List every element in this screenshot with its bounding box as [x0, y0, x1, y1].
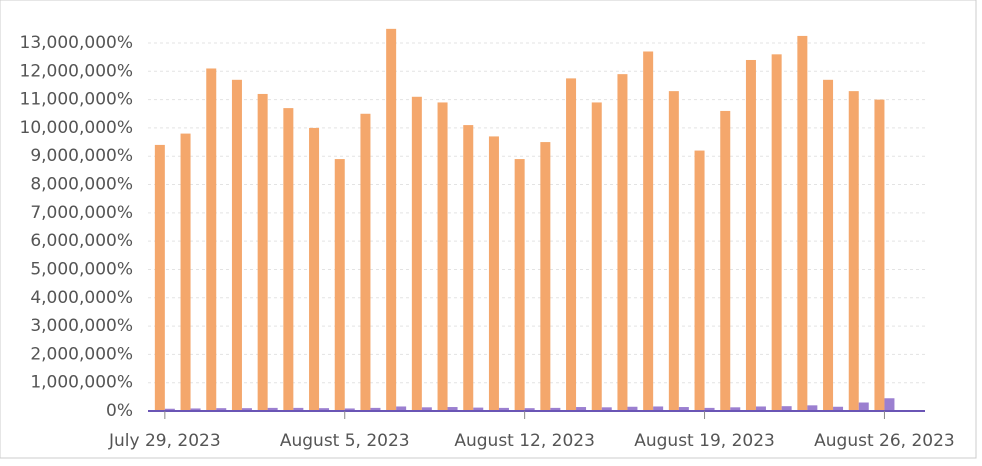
- y-tick-label: 3,000,000%: [30, 316, 133, 336]
- bar: [576, 407, 587, 411]
- bar: [591, 102, 602, 411]
- bar: [293, 407, 304, 411]
- bar: [601, 407, 612, 411]
- bar: [694, 150, 705, 412]
- bar: [704, 407, 715, 411]
- bar: [180, 133, 191, 412]
- bar: [473, 407, 484, 411]
- bar: [745, 59, 756, 411]
- bar: [668, 91, 679, 411]
- bar: [463, 125, 474, 411]
- bar: [807, 405, 818, 411]
- bar: [334, 159, 345, 411]
- bar: [848, 91, 859, 411]
- bar: [344, 408, 355, 411]
- bar: [319, 408, 330, 411]
- bar: [566, 78, 577, 411]
- y-tick-label: 2,000,000%: [30, 344, 133, 364]
- y-tick-label: 1,000,000%: [30, 373, 133, 393]
- x-tick-label: July 29, 2023: [108, 431, 221, 451]
- y-tick-label: 4,000,000%: [30, 288, 133, 308]
- bar: [498, 407, 509, 411]
- y-tick-label: 6,000,000%: [30, 231, 133, 251]
- bar: [190, 408, 201, 411]
- bar: [858, 402, 869, 411]
- bar: [755, 406, 766, 411]
- bar: [267, 407, 278, 411]
- bar: [488, 136, 499, 411]
- bar: [833, 406, 844, 411]
- bar: [874, 99, 885, 411]
- bar: [164, 408, 175, 411]
- x-tick-label: August 19, 2023: [634, 431, 775, 451]
- bar: [241, 408, 252, 411]
- y-tick-label: 13,000,000%: [20, 33, 134, 53]
- bar: [884, 398, 895, 411]
- bar: [678, 407, 689, 411]
- bar: [257, 93, 268, 411]
- bar: [447, 407, 458, 411]
- bar: [154, 144, 165, 411]
- bar: [396, 406, 407, 411]
- bar: [524, 408, 535, 411]
- y-tick-label: 8,000,000%: [30, 175, 133, 195]
- y-tick-label: 9,000,000%: [30, 146, 133, 166]
- bar: [781, 406, 792, 411]
- bar: [823, 79, 834, 412]
- bar: [653, 406, 664, 411]
- y-tick-label: 10,000,000%: [20, 118, 134, 138]
- bar: [411, 96, 422, 412]
- bar: [797, 35, 808, 412]
- y-tick-label: 0%: [106, 401, 133, 421]
- y-tick-label: 5,000,000%: [30, 259, 133, 279]
- bar: [540, 142, 551, 412]
- y-tick-label: 11,000,000%: [20, 90, 134, 110]
- bar: [206, 68, 217, 411]
- x-tick-label: August 26, 2023: [814, 431, 955, 451]
- bar: [437, 102, 448, 411]
- bar: [386, 28, 397, 411]
- bar: [627, 406, 638, 411]
- x-tick-label: August 12, 2023: [454, 431, 595, 451]
- bar: [730, 407, 741, 411]
- bar: [231, 79, 242, 412]
- bar: [771, 54, 782, 411]
- bar: [216, 408, 227, 411]
- bar: [720, 110, 731, 411]
- bar: [309, 127, 320, 411]
- bar: [360, 113, 371, 412]
- bar: [550, 407, 561, 411]
- bar: [643, 51, 654, 411]
- y-tick-label: 7,000,000%: [30, 203, 133, 223]
- x-tick-label: August 5, 2023: [280, 431, 410, 451]
- y-tick-label: 12,000,000%: [20, 61, 134, 81]
- bar: [617, 74, 628, 411]
- bar: [514, 159, 525, 411]
- bar: [421, 407, 432, 411]
- bar: [370, 407, 381, 411]
- bar: [283, 108, 294, 411]
